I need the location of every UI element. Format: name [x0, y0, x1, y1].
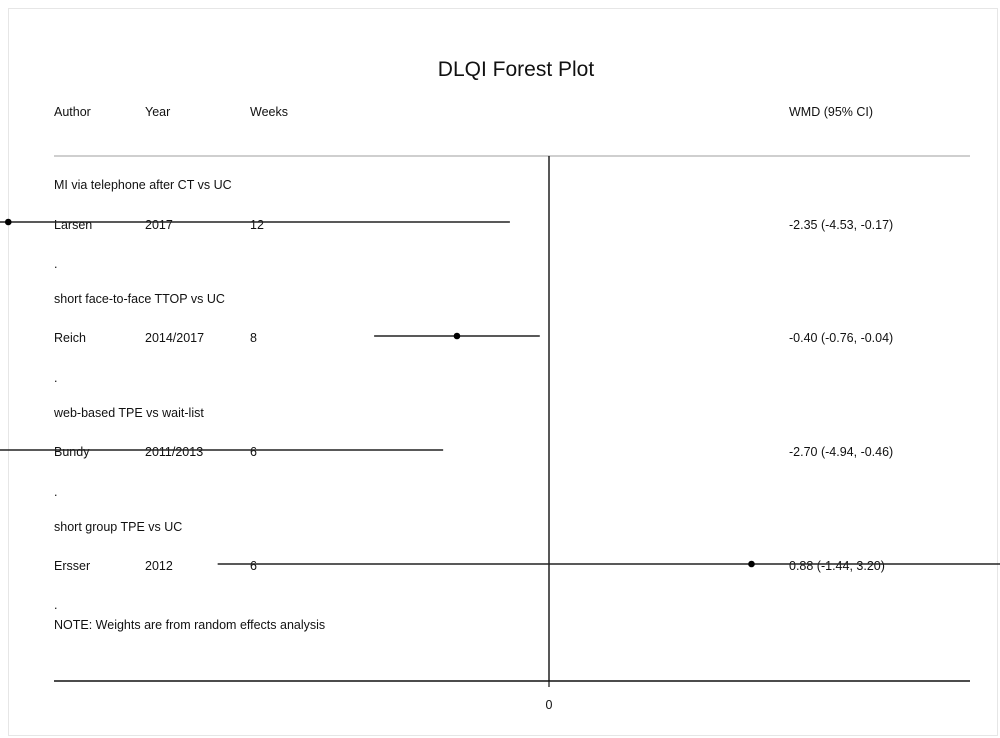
group-label: MI via telephone after CT vs UC: [54, 178, 232, 192]
study-year: 2017: [145, 218, 173, 232]
study-weeks: 12: [250, 218, 264, 232]
study-year: 2012: [145, 559, 173, 573]
group-label: short face-to-face TTOP vs UC: [54, 292, 225, 306]
study-author: Ersser: [54, 559, 90, 573]
study-wmd-text: 0.88 (-1.44, 3.20): [789, 559, 885, 573]
study-wmd-text: -2.35 (-4.53, -0.17): [789, 218, 893, 232]
study-year: 2011/2013: [145, 445, 203, 459]
group-spacer: .: [54, 257, 57, 271]
study-weeks: 6: [250, 445, 257, 459]
study-wmd-text: -2.70 (-4.94, -0.46): [789, 445, 893, 459]
group-label: web-based TPE vs wait-list: [53, 406, 204, 420]
study-author: Reich: [54, 331, 86, 345]
plot-marks: -4.9404.94: [0, 156, 1000, 712]
chart-title: DLQI Forest Plot: [438, 58, 595, 81]
col-header-weeks: Weeks: [250, 105, 288, 119]
study-author: Larsen: [54, 218, 92, 232]
col-header-effect: WMD (95% CI): [789, 105, 873, 119]
study-wmd-text: -0.40 (-0.76, -0.04): [789, 331, 893, 345]
study-author: Bundy: [54, 445, 90, 459]
point-estimate-larsen: [4, 218, 12, 226]
col-header-year: Year: [145, 105, 170, 119]
study-weeks: 6: [250, 559, 257, 573]
study-weeks: 8: [250, 331, 257, 345]
study-year: 2014/2017: [145, 331, 204, 345]
col-header-author: Author: [54, 105, 91, 119]
plot-frame: [8, 8, 998, 736]
group-spacer: .: [54, 371, 57, 385]
group-spacer: .: [54, 485, 57, 499]
point-estimate-ersser: [748, 560, 755, 568]
point-estimate-reich: [453, 332, 461, 340]
footnote: NOTE: Weights are from random effects an…: [54, 618, 325, 632]
x-tick-label: 0: [546, 698, 553, 712]
group-spacer: .: [54, 598, 57, 612]
group-label: short group TPE vs UC: [54, 520, 182, 534]
